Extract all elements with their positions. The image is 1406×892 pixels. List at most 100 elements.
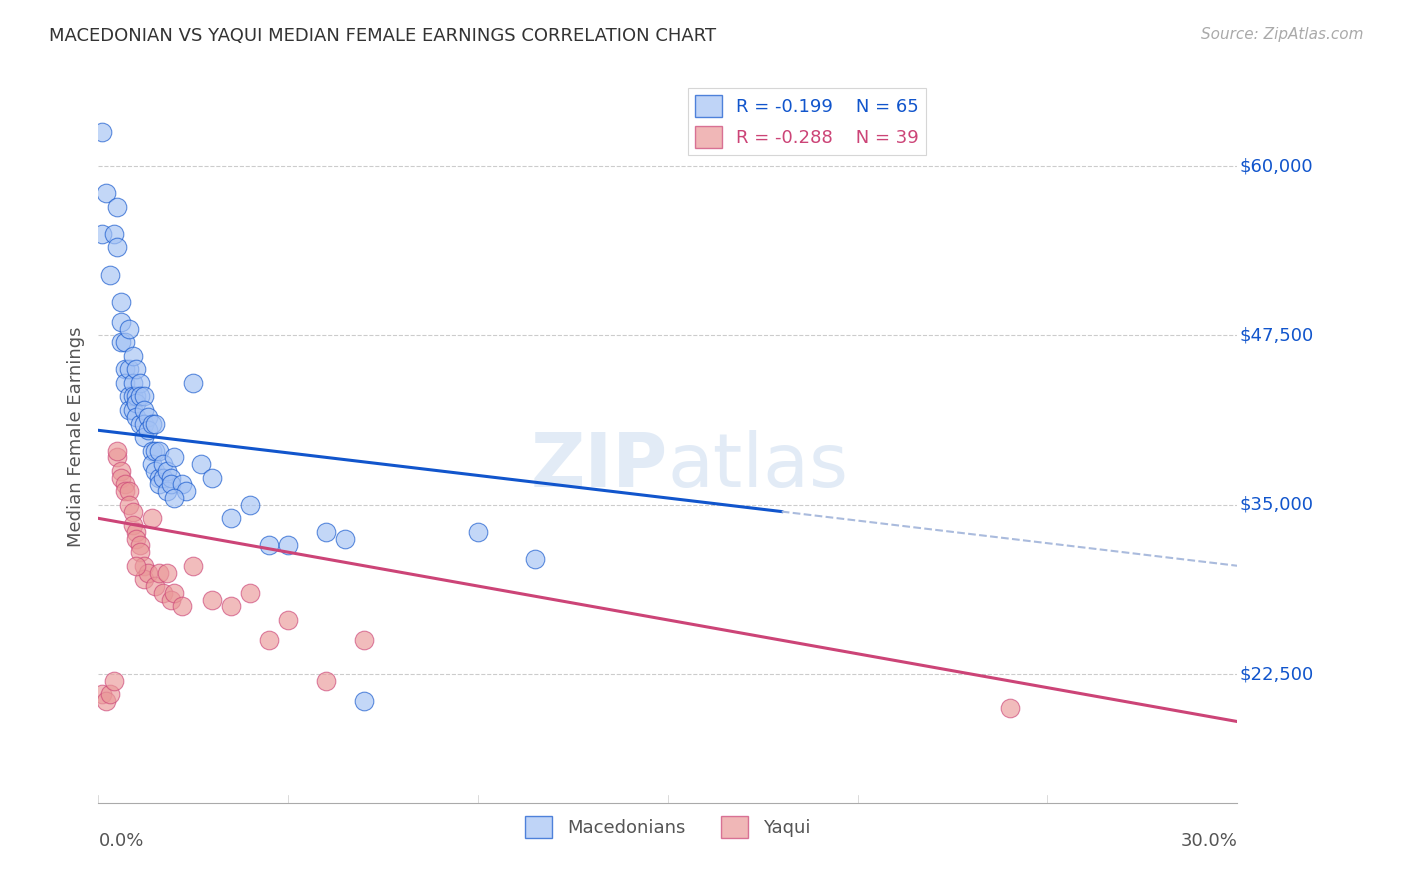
Point	[170, 477, 193, 491]
Text: 30.0%: 30.0%	[1181, 832, 1237, 850]
Point	[136, 409, 159, 424]
Point	[103, 673, 125, 688]
Point	[107, 200, 129, 214]
Point	[110, 471, 132, 485]
Point	[121, 349, 143, 363]
Point	[141, 417, 163, 431]
Point	[148, 443, 170, 458]
Point	[163, 450, 186, 465]
Point	[201, 471, 224, 485]
Point	[152, 457, 174, 471]
Point	[998, 701, 1021, 715]
Point	[121, 518, 143, 533]
Point	[353, 633, 375, 648]
Point	[114, 376, 136, 390]
Point	[148, 471, 170, 485]
Point	[125, 389, 148, 403]
Point	[221, 511, 243, 525]
Point	[110, 315, 132, 329]
Point	[129, 538, 152, 552]
Point	[159, 592, 181, 607]
Point	[118, 498, 141, 512]
Point	[91, 688, 114, 702]
Point	[118, 322, 141, 336]
Text: atlas: atlas	[668, 430, 849, 503]
Text: ZIP: ZIP	[530, 430, 668, 503]
Point	[107, 450, 129, 465]
Point	[145, 417, 167, 431]
Point	[141, 457, 163, 471]
Point	[353, 694, 375, 708]
Point	[145, 579, 167, 593]
Point	[239, 586, 262, 600]
Point	[136, 566, 159, 580]
Point	[125, 409, 148, 424]
Point	[156, 566, 179, 580]
Y-axis label: Median Female Earnings: Median Female Earnings	[66, 326, 84, 548]
Text: MACEDONIAN VS YAQUI MEDIAN FEMALE EARNINGS CORRELATION CHART: MACEDONIAN VS YAQUI MEDIAN FEMALE EARNIN…	[49, 27, 716, 45]
Point	[152, 471, 174, 485]
Point	[148, 477, 170, 491]
Point	[121, 505, 143, 519]
Point	[125, 524, 148, 539]
Point	[174, 484, 197, 499]
Text: $47,500: $47,500	[1240, 326, 1313, 344]
Point	[141, 511, 163, 525]
Point	[145, 443, 167, 458]
Text: Source: ZipAtlas.com: Source: ZipAtlas.com	[1201, 27, 1364, 42]
Point	[121, 403, 143, 417]
Point	[183, 558, 205, 573]
Point	[132, 558, 155, 573]
Point	[107, 240, 129, 254]
Point	[132, 403, 155, 417]
Point	[125, 362, 148, 376]
Point	[132, 389, 155, 403]
Point	[156, 484, 179, 499]
Point	[170, 599, 193, 614]
Point	[159, 477, 181, 491]
Text: $35,000: $35,000	[1240, 496, 1313, 514]
Point	[190, 457, 212, 471]
Point	[152, 586, 174, 600]
Point	[159, 471, 181, 485]
Point	[145, 464, 167, 478]
Point	[114, 484, 136, 499]
Point	[91, 125, 114, 139]
Point	[136, 423, 159, 437]
Point	[201, 592, 224, 607]
Point	[98, 688, 121, 702]
Point	[121, 389, 143, 403]
Point	[110, 464, 132, 478]
Point	[183, 376, 205, 390]
Point	[103, 227, 125, 241]
Point	[277, 538, 299, 552]
Point	[524, 552, 547, 566]
Point	[91, 227, 114, 241]
Point	[107, 443, 129, 458]
Point	[129, 389, 152, 403]
Point	[110, 335, 132, 350]
Point	[94, 186, 117, 201]
Text: $22,500: $22,500	[1240, 665, 1313, 683]
Point	[125, 532, 148, 546]
Point	[259, 633, 281, 648]
Point	[114, 477, 136, 491]
Point	[156, 464, 179, 478]
Point	[315, 673, 337, 688]
Point	[148, 566, 170, 580]
Point	[141, 443, 163, 458]
Point	[315, 524, 337, 539]
Point	[125, 558, 148, 573]
Point	[125, 396, 148, 410]
Text: 0.0%: 0.0%	[98, 832, 143, 850]
Point	[132, 417, 155, 431]
Point	[221, 599, 243, 614]
Point	[121, 376, 143, 390]
Point	[94, 694, 117, 708]
Legend: Macedonians, Yaqui: Macedonians, Yaqui	[517, 808, 818, 845]
Point	[118, 484, 141, 499]
Point	[118, 403, 141, 417]
Point	[335, 532, 357, 546]
Point	[163, 491, 186, 505]
Point	[118, 389, 141, 403]
